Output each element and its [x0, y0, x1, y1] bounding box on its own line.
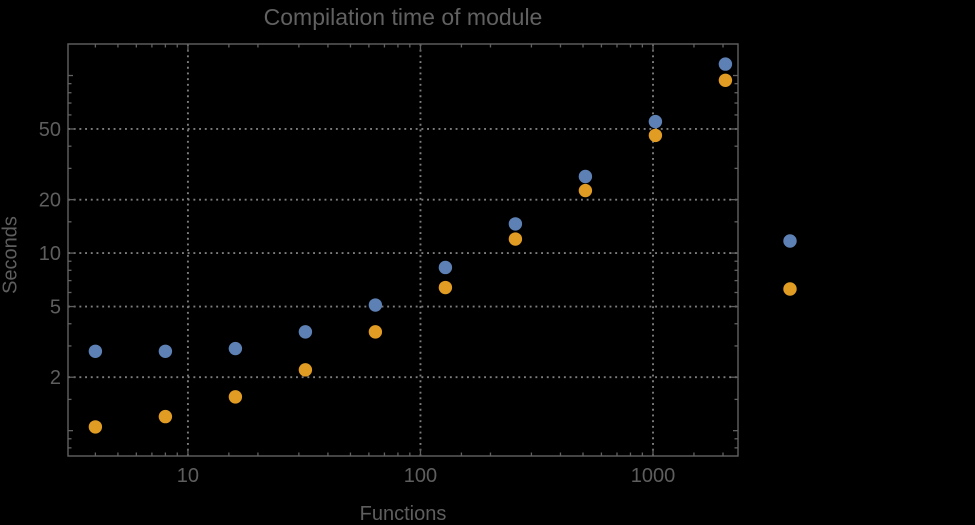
plot-title: Compilation time of module: [263, 4, 543, 30]
data-point-series-1-blue: [648, 114, 663, 129]
data-point-series-1-blue: [718, 57, 733, 71]
data-point-series-1-blue: [438, 260, 453, 275]
x-tick-label: 10: [177, 465, 199, 487]
data-point-series-2-orange: [88, 420, 103, 434]
legend-series-2-marker: [783, 282, 797, 296]
data-point-series-1-blue: [228, 341, 243, 356]
data-point-series-2-orange: [228, 390, 243, 404]
x-tick-label: 1000: [631, 465, 676, 487]
data-point-series-2-orange: [578, 183, 593, 198]
y-tick-label: 2: [50, 367, 61, 389]
data-point-series-1-blue: [368, 298, 383, 312]
y-tick-label: 5: [50, 297, 61, 319]
data-point-series-2-orange: [648, 128, 663, 143]
data-point-series-2-orange: [508, 232, 523, 246]
data-point-series-2-orange: [368, 325, 383, 339]
data-point-series-2-orange: [718, 73, 733, 87]
y-tick-label: 50: [39, 119, 61, 141]
data-point-series-1-blue: [88, 344, 103, 358]
plot-frame: [67, 43, 739, 457]
data-point-series-2-orange: [298, 363, 313, 377]
data-point-series-1-blue: [158, 344, 173, 358]
data-point-series-1-blue: [298, 325, 313, 339]
x-axis-label: Functions: [359, 503, 447, 525]
data-point-series-1-blue: [508, 217, 523, 231]
y-tick-label: 10: [39, 243, 61, 265]
data-point-series-2-orange: [438, 280, 453, 295]
legend-series-1-marker: [783, 234, 797, 248]
data-point-series-2-orange: [158, 409, 173, 424]
y-tick-label: 20: [39, 190, 61, 212]
x-tick-label: 100: [404, 465, 437, 487]
data-point-series-1-blue: [578, 169, 593, 184]
